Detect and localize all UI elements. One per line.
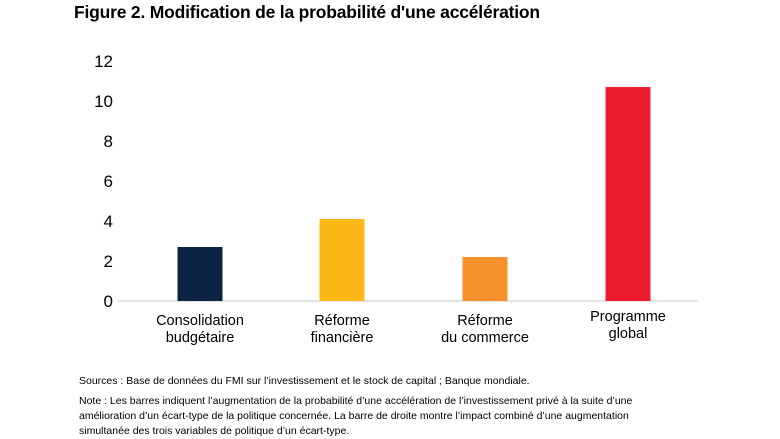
category-label-line: global <box>609 326 648 342</box>
bars-group <box>177 87 651 301</box>
bar-chart: 0 2 4 6 8 10 12 Consolidation budgétaire Réforme… <box>94 52 698 346</box>
category-label: Consolidation budgétaire <box>156 313 244 346</box>
y-tick-label: 0 <box>104 292 113 311</box>
y-tick-label: 2 <box>104 252 113 271</box>
category-label: Réforme financière <box>311 313 374 346</box>
note-line-2: amélioration d’un écart-type de la polit… <box>79 410 629 422</box>
category-label: Réforme du commerce <box>441 313 529 346</box>
category-label-line: Réforme <box>314 313 370 329</box>
y-axis-ticks: 0 2 4 6 8 10 12 <box>94 52 113 311</box>
category-label-line: du commerce <box>441 330 529 346</box>
explanatory-note: Note : Les barres indiquent l’augmentati… <box>79 394 719 439</box>
chart-title: Figure 2. Modification de la probabilité… <box>74 2 540 22</box>
y-tick-label: 4 <box>104 212 113 231</box>
sources-note: Sources : Base de données du FMI sur l’i… <box>79 375 530 387</box>
category-label-line: Réforme <box>457 313 513 329</box>
category-label-line: budgétaire <box>166 330 235 346</box>
note-line-3: simultanée des trois variables de politi… <box>79 425 350 437</box>
y-tick-label: 12 <box>94 52 113 71</box>
y-tick-label: 8 <box>104 132 113 151</box>
bar <box>319 219 365 301</box>
category-label-line: Consolidation <box>156 313 244 329</box>
category-label: Programme global <box>590 309 666 342</box>
bar <box>177 247 223 301</box>
y-tick-label: 10 <box>94 92 113 111</box>
y-tick-label: 6 <box>104 172 113 191</box>
category-label-line: financière <box>311 330 374 346</box>
bar <box>605 87 651 301</box>
bar <box>462 257 508 301</box>
category-label-line: Programme <box>590 309 666 325</box>
note-line-1: Note : Les barres indiquent l’augmentati… <box>79 395 633 407</box>
